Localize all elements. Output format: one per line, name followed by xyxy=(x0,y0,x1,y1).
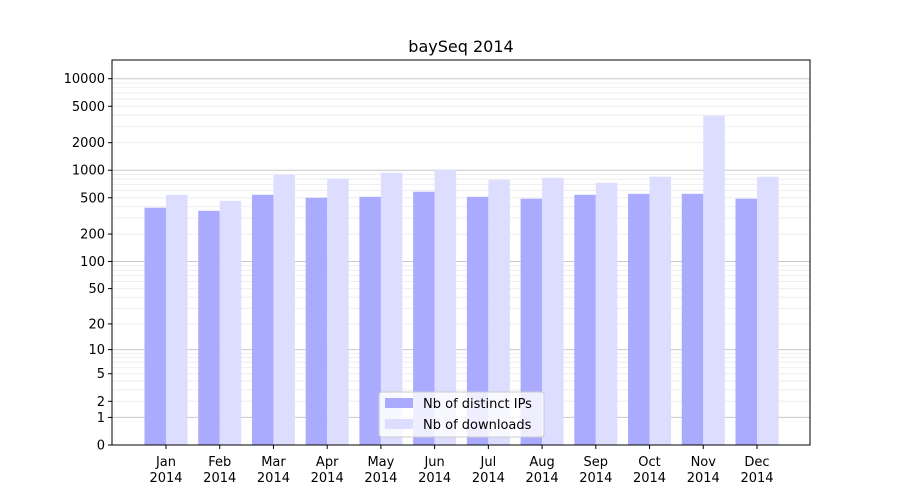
bar-distinct-ips xyxy=(520,198,543,445)
y-tick-label: 1000 xyxy=(72,164,105,179)
bar-distinct-ips xyxy=(144,207,166,445)
plot-frame xyxy=(111,59,811,446)
y-tick-label: 500 xyxy=(80,191,105,206)
y-tick-label: 1 xyxy=(97,411,105,426)
y-tick-label: 2000 xyxy=(72,136,105,151)
legend-box xyxy=(378,391,545,438)
bar-downloads xyxy=(542,177,564,445)
bar-downloads xyxy=(434,169,457,445)
bar-distinct-ips xyxy=(681,193,704,445)
x-tick-label: Jun 2014 xyxy=(418,455,451,486)
bar-downloads xyxy=(595,182,618,445)
legend-label: Nb of downloads xyxy=(423,418,532,433)
bar-distinct-ips xyxy=(466,196,489,445)
bar-distinct-ips xyxy=(305,197,328,445)
y-axis: 0 12 5 10 20 50 100 200 500 1000 2000 5000 10000 xyxy=(64,72,112,454)
bar-distinct-ips xyxy=(251,194,274,445)
x-tick-label: Apr 2014 xyxy=(311,455,344,486)
x-tick-label: Jul 2014 xyxy=(472,455,505,486)
x-axis: Jan 2014 Feb 2014 Mar 2014 Apr 2014 May 2014 Jun 20… xyxy=(149,445,774,486)
x-tick-label: Jan 2014 xyxy=(149,455,182,486)
legend: Nb of distinct IPs Nb of downloads xyxy=(378,391,545,438)
bars xyxy=(144,115,779,446)
chart-title: baySeq 2014 xyxy=(408,37,513,56)
bar-downloads xyxy=(649,176,672,446)
y-tick-label: 10 xyxy=(88,343,105,358)
y-tick-label: 200 xyxy=(80,228,105,243)
bar-downloads xyxy=(703,115,725,445)
bar-distinct-ips xyxy=(198,210,220,445)
x-tick-label: Nov 2014 xyxy=(687,455,720,486)
bar-downloads xyxy=(327,178,349,445)
x-tick-label: Mar 2014 xyxy=(257,455,290,486)
bar-distinct-ips xyxy=(628,193,650,445)
bar-distinct-ips xyxy=(413,191,435,445)
bar-downloads xyxy=(380,172,403,445)
bar-distinct-ips xyxy=(574,194,596,445)
x-tick-label: Aug 2014 xyxy=(526,455,559,486)
bar-distinct-ips xyxy=(735,198,757,445)
x-tick-label: Feb 2014 xyxy=(203,455,236,486)
y-tick-label: 50 xyxy=(88,282,105,297)
legend-swatch xyxy=(385,419,413,429)
bar-distinct-ips xyxy=(359,196,381,445)
bar-downloads xyxy=(488,179,510,445)
y-tick-label: 20 xyxy=(88,317,105,332)
legend-swatch xyxy=(385,398,413,408)
y-tick-label: 5 xyxy=(97,367,105,382)
y-tick-label: 10000 xyxy=(64,72,105,87)
bar-downloads xyxy=(757,176,779,446)
x-tick-label: Sep 2014 xyxy=(579,455,612,486)
y-tick-label: 0 xyxy=(97,439,105,454)
y-tick-label: 100 xyxy=(80,255,105,270)
y-tick-label: 5000 xyxy=(72,100,105,115)
y-tick-label: 2 xyxy=(97,395,105,410)
x-tick-label: May 2014 xyxy=(364,455,397,486)
bar-downloads xyxy=(166,194,188,445)
legend-label: Nb of distinct IPs xyxy=(423,397,532,412)
bar-downloads xyxy=(219,200,242,445)
x-tick-label: Dec 2014 xyxy=(740,455,773,486)
bar-downloads xyxy=(273,174,295,445)
x-tick-label: Oct 2014 xyxy=(633,455,666,486)
